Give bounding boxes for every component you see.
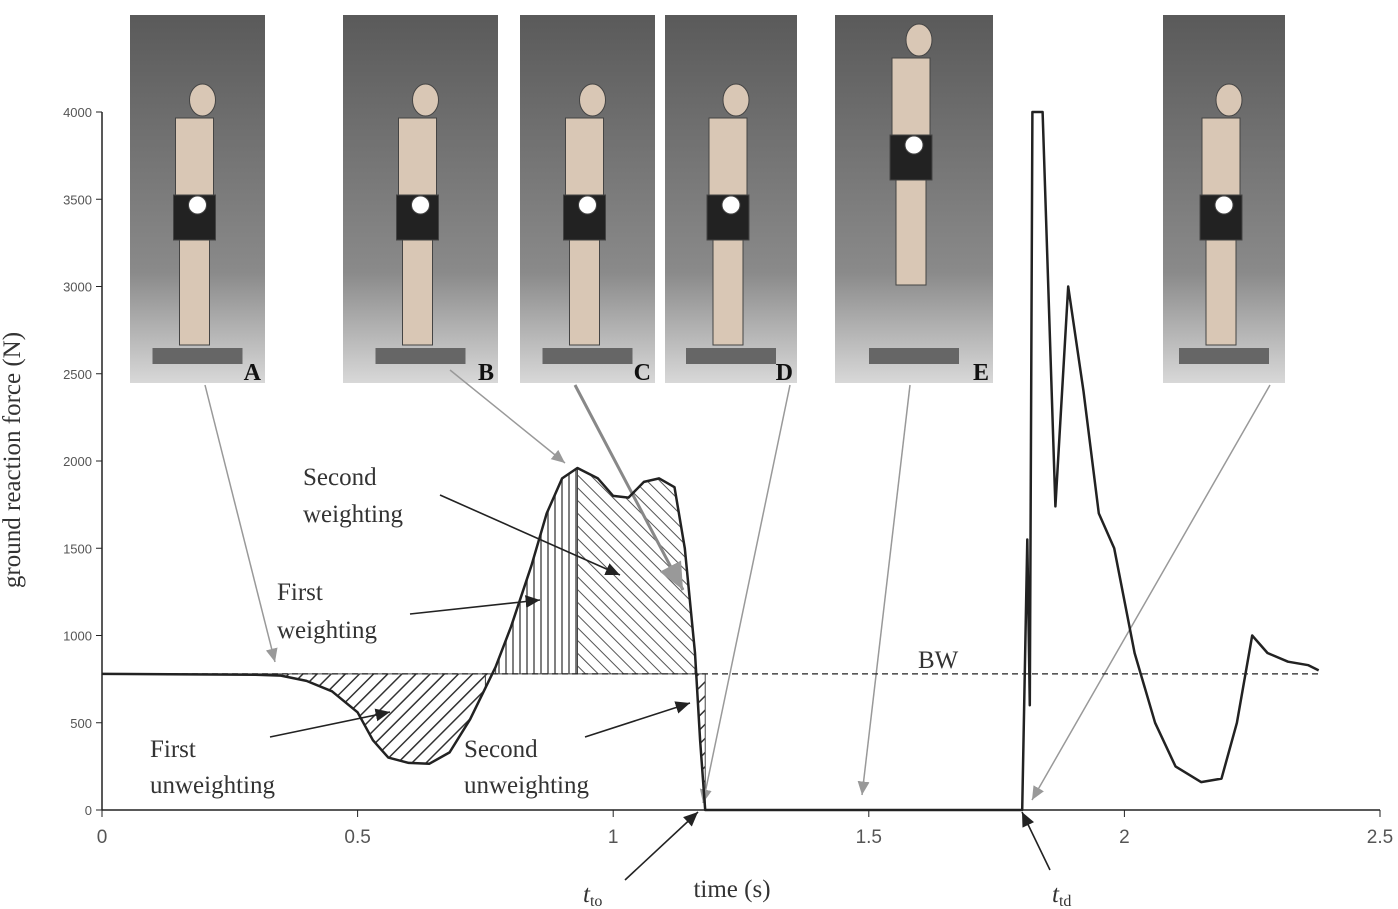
annotation: Second <box>303 464 377 491</box>
figure-torso <box>398 117 437 199</box>
annotation: unweighting <box>464 772 589 799</box>
figure-torso <box>175 117 214 199</box>
figure-legs <box>179 239 210 346</box>
x-axis-label: time (s) <box>693 876 770 903</box>
t-td-label: ttd <box>1052 881 1071 909</box>
figure-legs <box>1205 239 1237 346</box>
t-to-subscript: to <box>590 893 602 909</box>
force-curve <box>101 110 1320 812</box>
y-tick-label: 0 <box>85 803 92 818</box>
figure-marker <box>904 135 924 155</box>
photo-mat <box>686 348 776 364</box>
photo-label: D <box>776 360 793 386</box>
photo-pointers <box>204 369 1271 804</box>
y-tick-label: 4000 <box>63 105 92 120</box>
photo-label: E <box>973 360 989 386</box>
figure <box>706 83 750 346</box>
figure-torso <box>891 57 931 139</box>
t-td-symbol: t <box>1052 881 1060 908</box>
annotation: First <box>277 579 323 606</box>
figure-torso <box>1201 117 1241 199</box>
y-tick-label: 3000 <box>63 280 92 295</box>
annotation: unweighting <box>150 772 275 799</box>
photo-mat <box>152 348 243 364</box>
y-tick-label: 3500 <box>63 192 92 207</box>
annotation: First <box>150 736 196 763</box>
figure-head <box>412 83 439 117</box>
photo-mat <box>1179 348 1269 364</box>
photo-mat <box>375 348 466 364</box>
figure-legs <box>895 179 927 286</box>
figure-head <box>189 83 216 117</box>
figure <box>396 83 439 346</box>
y-tick-label: 500 <box>70 716 92 731</box>
figure <box>563 83 606 346</box>
annotation: weighting <box>303 501 403 528</box>
figure-torso <box>708 117 748 199</box>
figure <box>889 23 933 286</box>
annotation: weighting <box>277 617 377 644</box>
x-tick-label: 0.5 <box>344 827 370 848</box>
figure-legs <box>569 239 600 346</box>
bw-label: BW <box>918 647 959 674</box>
figure-torso <box>565 117 604 199</box>
y-tick-label: 2500 <box>63 367 92 382</box>
figure <box>173 83 216 346</box>
annotation: Second <box>464 736 538 763</box>
photo-label: B <box>478 360 494 386</box>
y-tick-label: 2000 <box>63 454 92 469</box>
figure <box>1199 83 1243 346</box>
figure-head <box>1215 83 1243 117</box>
y-tick-label: 1500 <box>63 541 92 556</box>
figure-marker <box>1214 195 1234 215</box>
x-tick-label: 2 <box>1119 827 1130 848</box>
y-axis-label: ground reaction force (N) <box>0 332 26 588</box>
photos: A B C D E <box>130 15 1285 386</box>
figure-marker <box>411 195 430 215</box>
photo-mat <box>542 348 633 364</box>
figure-head <box>722 83 750 117</box>
x-tick-label: 2.5 <box>1367 827 1393 848</box>
figure-marker <box>721 195 741 215</box>
figure-head <box>905 23 933 57</box>
photo-label: A <box>244 360 262 386</box>
figure-marker <box>578 195 597 215</box>
x-tick-label: 1 <box>608 827 619 848</box>
figure-marker <box>188 195 207 215</box>
t-to-label: tto <box>583 881 602 909</box>
y-tick-label: 1000 <box>63 629 92 644</box>
figure-legs <box>402 239 433 346</box>
x-tick-label: 1.5 <box>856 827 882 848</box>
figure-head <box>579 83 606 117</box>
x-tick-label: 0 <box>97 827 108 848</box>
photo-mat <box>869 348 959 364</box>
figure-legs <box>712 239 744 346</box>
t-td-subscript: td <box>1059 893 1071 909</box>
t-to-symbol: t <box>583 881 591 908</box>
photo-label: C <box>634 360 651 386</box>
